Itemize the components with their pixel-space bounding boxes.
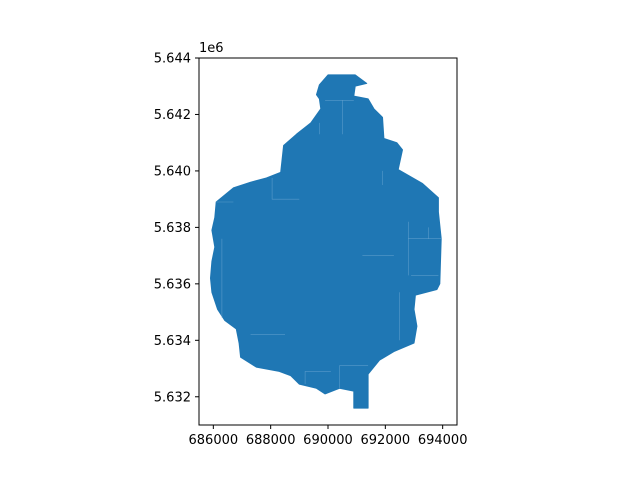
y-tick-label: 5.636 — [154, 277, 191, 292]
x-tick-label: 692000 — [361, 433, 411, 448]
district-polygon — [210, 74, 442, 409]
x-tick-label: 694000 — [418, 433, 468, 448]
subarea-boundary — [271, 178, 300, 200]
x-tick-label: 690000 — [303, 433, 353, 448]
subarea-boundary — [304, 371, 331, 385]
y-tick-label: 5.632 — [154, 390, 191, 405]
x-tick-label: 688000 — [246, 433, 296, 448]
y-tick-label: 5.642 — [154, 108, 191, 123]
subarea-boundary — [339, 365, 369, 389]
y-tick-label: 5.644 — [154, 52, 191, 67]
y-offset-label: 1e6 — [199, 41, 224, 56]
y-tick-label: 5.638 — [154, 221, 191, 236]
x-tick-label: 686000 — [189, 433, 239, 448]
y-tick-label: 5.634 — [154, 334, 191, 349]
y-tick-label: 5.640 — [154, 164, 191, 179]
